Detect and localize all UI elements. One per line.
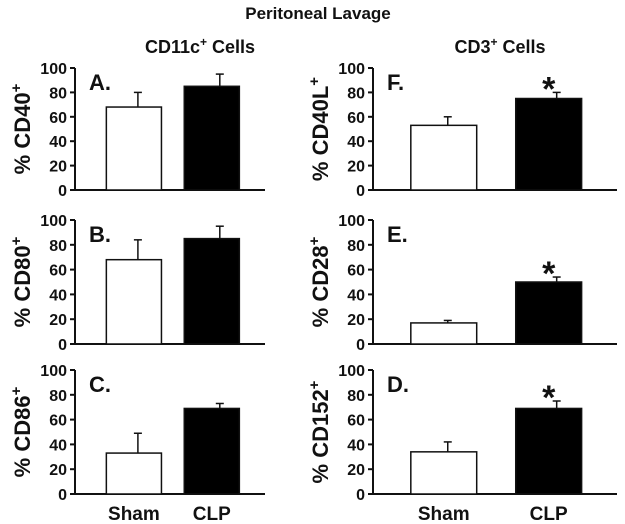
panel-label: F. xyxy=(387,70,404,95)
y-tick-label: 20 xyxy=(49,462,67,479)
y-tick-label: 0 xyxy=(58,183,67,200)
y-tick-label: 20 xyxy=(347,462,365,479)
panel-label: B. xyxy=(89,222,111,247)
panel-f: 0 20 40 60 80 100 % CD40L+ F. * xyxy=(306,61,617,200)
panel-d: 0 20 40 60 80 100 % CD152+ D. * Sham CLP xyxy=(306,363,617,524)
y-tick-label: 40 xyxy=(347,134,365,151)
panel-label: A. xyxy=(89,70,111,95)
y-tick-label: 40 xyxy=(49,287,67,304)
column-title-sup: + xyxy=(200,35,207,49)
significance-star: * xyxy=(542,70,556,108)
y-tick-label: 60 xyxy=(49,413,67,430)
bar-clp xyxy=(514,281,583,345)
y-axis-label-sup: + xyxy=(306,77,323,86)
bar-clp xyxy=(183,237,241,345)
y-tick-label: 100 xyxy=(338,61,365,78)
x-category-label: Sham xyxy=(108,504,160,524)
significance-star: * xyxy=(542,379,556,417)
x-category-label: CLP xyxy=(530,504,568,524)
y-tick-label: 60 xyxy=(347,110,365,127)
bar-sham xyxy=(105,258,163,345)
y-tick-label: 60 xyxy=(347,263,365,280)
bar-sham xyxy=(410,451,478,495)
bar-clp xyxy=(514,97,583,191)
panel-b: 0 20 40 60 80 100 % CD80+ B. xyxy=(8,213,265,354)
x-category-label: Sham xyxy=(418,504,470,524)
y-axis-label-main: % CD86 xyxy=(10,395,35,477)
y-tick-label: 0 xyxy=(356,183,365,200)
y-axis-label: % CD86+ xyxy=(8,386,35,477)
y-tick-label: 40 xyxy=(49,437,67,454)
panel-label: D. xyxy=(387,372,409,397)
y-axis-label-main: % CD40L xyxy=(308,86,333,181)
y-tick-label: 40 xyxy=(347,287,365,304)
column-title-cd3: CD3+ Cells xyxy=(454,35,545,57)
y-tick-label: 40 xyxy=(49,134,67,151)
y-tick-label: 0 xyxy=(356,337,365,354)
column-title-rest: Cells xyxy=(498,37,546,57)
y-axis-label-sup: + xyxy=(8,236,25,245)
x-category-label: CLP xyxy=(193,504,231,524)
panel-e: 0 20 40 60 80 100 % CD28+ E. * xyxy=(306,213,617,354)
y-tick-label: 20 xyxy=(49,159,67,176)
y-tick-label: 60 xyxy=(347,413,365,430)
panel-c: 0 20 40 60 80 100 % CD86+ C. Sham CLP xyxy=(8,363,265,524)
y-axis-label: % CD40+ xyxy=(8,83,35,174)
y-axis-label-sup: + xyxy=(8,386,25,395)
bar-clp xyxy=(183,407,241,495)
y-tick-label: 0 xyxy=(58,487,67,504)
y-tick-label: 40 xyxy=(347,437,365,454)
bar-clp xyxy=(514,407,583,495)
y-tick-label: 20 xyxy=(347,312,365,329)
y-tick-label: 0 xyxy=(356,487,365,504)
bar-sham xyxy=(105,106,163,191)
y-tick-label: 80 xyxy=(347,388,365,405)
y-axis-label: % CD152+ xyxy=(306,380,333,483)
column-title-main: CD3 xyxy=(454,37,490,57)
y-axis-label-main: % CD28 xyxy=(308,245,333,327)
y-tick-label: 80 xyxy=(347,238,365,255)
y-tick-label: 60 xyxy=(49,110,67,127)
y-tick-label: 100 xyxy=(338,363,365,380)
significance-star: * xyxy=(542,255,556,293)
y-axis-label: % CD80+ xyxy=(8,236,35,327)
panel-a: 0 20 40 60 80 100 % CD40+ A. xyxy=(8,61,265,200)
y-tick-label: 60 xyxy=(49,263,67,280)
panel-label: E. xyxy=(387,222,408,247)
y-tick-label: 100 xyxy=(40,213,67,230)
y-axis-label: % CD28+ xyxy=(306,236,333,327)
y-axis-label-main: % CD152 xyxy=(308,389,333,483)
y-axis-label-sup: + xyxy=(8,83,25,92)
y-axis-label: % CD40L+ xyxy=(306,77,333,181)
y-tick-label: 80 xyxy=(49,85,67,102)
y-axis-label-sup: + xyxy=(306,380,323,389)
column-title-rest: Cells xyxy=(207,37,255,57)
y-tick-label: 100 xyxy=(338,213,365,230)
y-tick-label: 80 xyxy=(347,85,365,102)
y-tick-label: 80 xyxy=(49,388,67,405)
y-tick-label: 100 xyxy=(40,363,67,380)
y-axis-label-sup: + xyxy=(306,236,323,245)
y-axis-label-main: % CD80 xyxy=(10,245,35,327)
y-tick-label: 80 xyxy=(49,238,67,255)
panel-label: C. xyxy=(89,372,111,397)
bar-clp xyxy=(183,85,241,191)
column-title-cd11c: CD11c+ Cells xyxy=(145,35,255,57)
y-tick-label: 20 xyxy=(49,312,67,329)
column-title-main: CD11c xyxy=(145,37,200,57)
bar-sham xyxy=(410,124,478,191)
bar-sham xyxy=(105,452,163,495)
column-title-sup: + xyxy=(490,35,497,49)
bar-sham xyxy=(410,322,478,345)
y-axis-label-main: % CD40 xyxy=(10,92,35,174)
y-tick-label: 100 xyxy=(40,61,67,78)
figure-title: Peritoneal Lavage xyxy=(245,4,391,23)
y-tick-label: 0 xyxy=(58,337,67,354)
y-tick-label: 20 xyxy=(347,159,365,176)
